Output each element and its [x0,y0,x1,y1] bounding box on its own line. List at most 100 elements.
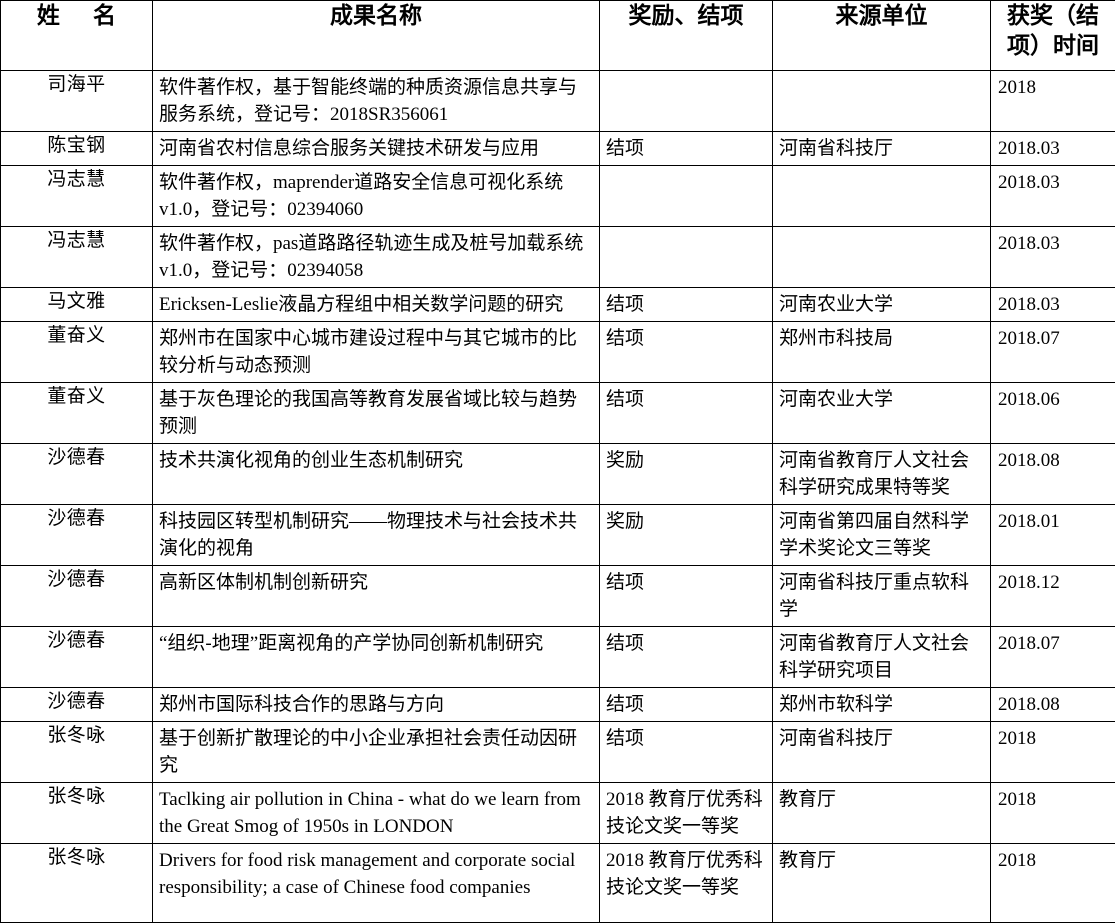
cell-award-text: 结项 [600,566,772,599]
cell-title-text: Ericksen-Leslie液晶方程组中相关数学问题的研究 [153,288,599,321]
table-row: 沙德春技术共演化视角的创业生态机制研究奖励河南省教育厅人文社会科学研究成果特等奖… [1,444,1115,505]
cell-award: 2018 教育厅优秀科技论文奖一等奖 [600,783,773,844]
column-header-source-label: 来源单位 [773,1,990,31]
cell-name: 张冬咏 [1,722,153,783]
cell-award: 结项 [600,688,773,722]
cell-award-text: 2018 教育厅优秀科技论文奖一等奖 [600,844,772,904]
cell-name: 沙德春 [1,627,153,688]
cell-source: 河南省教育厅人文社会科学研究项目 [773,627,991,688]
cell-time: 2018.12 [991,566,1115,627]
cell-source: 教育厅 [773,783,991,844]
cell-title: 技术共演化视角的创业生态机制研究 [153,444,600,505]
column-header-name: 姓 名 [1,1,153,71]
cell-time: 2018 [991,783,1115,844]
column-header-award-label: 奖励、结项 [600,1,772,31]
cell-source-text: 教育厅 [773,844,990,877]
table-row: 沙德春“组织-地理”距离视角的产学协同创新机制研究结项河南省教育厅人文社会科学研… [1,627,1115,688]
cell-time-text: 2018.12 [991,566,1115,599]
cell-time-text: 2018.07 [991,322,1115,355]
cell-name-text: 冯志慧 [1,227,152,254]
cell-source-text: 河南农业大学 [773,288,990,321]
cell-time-text: 2018 [991,844,1115,877]
cell-award-text [600,227,772,260]
cell-title: 科技园区转型机制研究——物理技术与社会技术共演化的视角 [153,505,600,566]
cell-award [600,166,773,227]
cell-title: 软件著作权，maprender道路安全信息可视化系统v1.0，登记号：02394… [153,166,600,227]
cell-award-text: 结项 [600,322,772,355]
cell-award: 结项 [600,288,773,322]
cell-award: 结项 [600,322,773,383]
cell-name-text: 沙德春 [1,688,152,715]
cell-time-text: 2018 [991,722,1115,755]
cell-award [600,227,773,288]
cell-source-text [773,166,990,199]
cell-title: 河南省农村信息综合服务关键技术研发与应用 [153,132,600,166]
cell-source-text: 河南省科技厅 [773,132,990,165]
cell-title-text: 河南省农村信息综合服务关键技术研发与应用 [153,132,599,165]
column-header-source: 来源单位 [773,1,991,71]
cell-time: 2018.03 [991,288,1115,322]
cell-title: 郑州市在国家中心城市建设过程中与其它城市的比较分析与动态预测 [153,322,600,383]
column-header-time-label: 获奖（结项）时间 [991,1,1115,61]
cell-time: 2018.03 [991,166,1115,227]
cell-name: 张冬咏 [1,783,153,844]
cell-title-text: 软件著作权，maprender道路安全信息可视化系统v1.0，登记号：02394… [153,166,599,226]
cell-name-text: 沙德春 [1,505,152,532]
cell-source-text: 河南省教育厅人文社会科学研究成果特等奖 [773,444,990,504]
cell-name: 马文雅 [1,288,153,322]
cell-source-text: 郑州市科技局 [773,322,990,355]
cell-source: 河南农业大学 [773,383,991,444]
cell-title-text: 软件著作权，pas道路路径轨迹生成及桩号加载系统v1.0，登记号：0239405… [153,227,599,287]
cell-name: 冯志慧 [1,227,153,288]
cell-award: 结项 [600,132,773,166]
column-header-name-label: 姓 名 [1,1,152,31]
cell-time-text: 2018.03 [991,132,1115,165]
cell-source: 郑州市科技局 [773,322,991,383]
cell-title-text: 基于创新扩散理论的中小企业承担社会责任动因研究 [153,722,599,782]
cell-time-text: 2018.03 [991,166,1115,199]
cell-name: 沙德春 [1,566,153,627]
cell-title-text: 软件著作权，基于智能终端的种质资源信息共享与服务系统，登记号：2018SR356… [153,71,599,131]
cell-source: 河南省教育厅人文社会科学研究成果特等奖 [773,444,991,505]
cell-award-text [600,166,772,199]
cell-name-text: 沙德春 [1,566,152,593]
cell-name-text: 司海平 [1,71,152,98]
table-row: 董奋义郑州市在国家中心城市建设过程中与其它城市的比较分析与动态预测结项郑州市科技… [1,322,1115,383]
cell-name-text: 冯志慧 [1,166,152,193]
cell-award-text: 奖励 [600,444,772,477]
cell-time-text: 2018.08 [991,688,1115,721]
cell-source-text: 河南农业大学 [773,383,990,416]
table-body: 司海平软件著作权，基于智能终端的种质资源信息共享与服务系统，登记号：2018SR… [1,71,1115,923]
cell-time: 2018 [991,71,1115,132]
cell-source-text [773,71,990,104]
cell-time: 2018.03 [991,227,1115,288]
cell-source-text: 郑州市软科学 [773,688,990,721]
table-header-row: 姓 名 成果名称 奖励、结项 来源单位 获奖（结项）时间 [1,1,1115,71]
cell-time-text: 2018 [991,783,1115,816]
cell-time: 2018.08 [991,444,1115,505]
cell-name: 董奋义 [1,383,153,444]
cell-name: 董奋义 [1,322,153,383]
cell-name: 张冬咏 [1,844,153,923]
cell-source [773,71,991,132]
cell-time: 2018 [991,722,1115,783]
cell-title-text: Drivers for food risk management and cor… [153,844,599,904]
cell-award-text [600,71,772,104]
cell-award: 结项 [600,383,773,444]
cell-time-text: 2018.06 [991,383,1115,416]
cell-title: 郑州市国际科技合作的思路与方向 [153,688,600,722]
cell-source [773,227,991,288]
cell-source: 河南省科技厅 [773,132,991,166]
column-header-time: 获奖（结项）时间 [991,1,1115,71]
cell-award-text: 结项 [600,627,772,660]
cell-award: 结项 [600,627,773,688]
cell-award: 奖励 [600,505,773,566]
cell-name: 陈宝钢 [1,132,153,166]
cell-source-text [773,227,990,260]
cell-time-text: 2018 [991,71,1115,104]
table-header: 姓 名 成果名称 奖励、结项 来源单位 获奖（结项）时间 [1,1,1115,71]
